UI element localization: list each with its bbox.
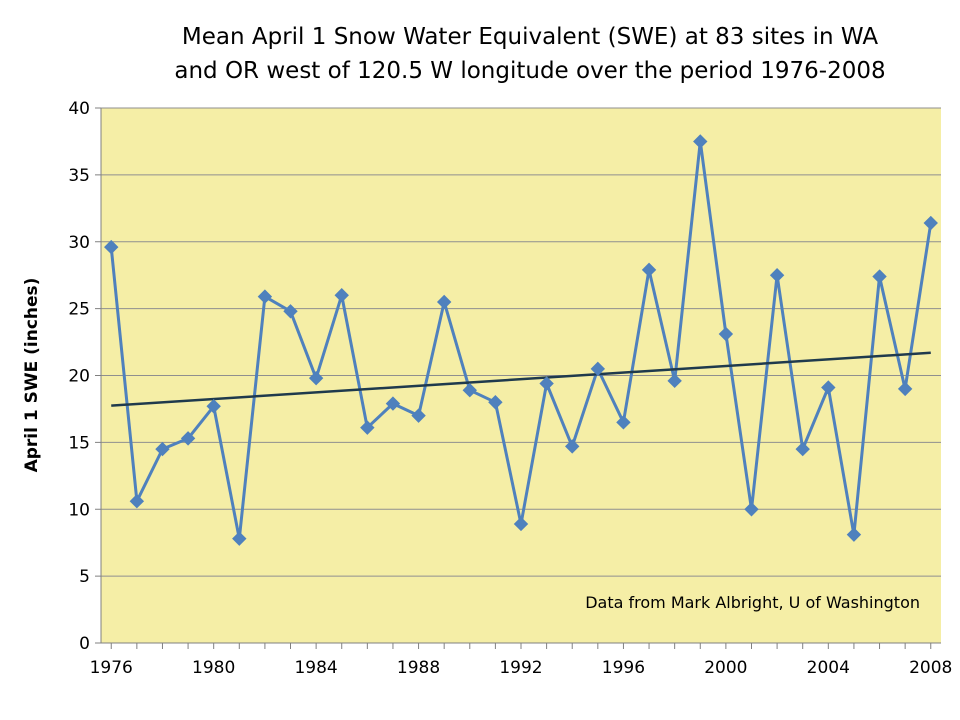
swe-data-point (744, 502, 759, 517)
swe-data-point (257, 289, 273, 304)
y-tick-label: 35 (68, 166, 90, 186)
swe-data-point (385, 396, 401, 411)
swe-data-point (693, 134, 708, 149)
swe-data-point (104, 239, 119, 255)
x-tick-label: 1984 (294, 658, 337, 678)
swe-data-point (513, 516, 529, 532)
swe-data-point (436, 294, 452, 310)
x-tick-label: 1992 (499, 658, 542, 678)
swe-data-point (488, 395, 503, 410)
swe-data-point (616, 415, 631, 430)
swe-data-point (641, 262, 657, 278)
data-source-annotation: Data from Mark Albright, U of Washington (585, 593, 920, 612)
swe-data-point (411, 408, 426, 423)
swe-data-point (180, 431, 196, 446)
y-tick-label: 25 (68, 300, 90, 320)
linear-trend-line (111, 351, 931, 407)
swe-data-point (308, 370, 324, 386)
swe-data-point (155, 441, 170, 457)
axes: 0 5 10 15 20 25 30 35 40 1976 1980 1984 1988 1992 1996… (68, 99, 952, 678)
y-tick-label: 5 (79, 567, 90, 587)
x-tick-label: 1988 (397, 658, 440, 678)
y-tick-label: 40 (68, 99, 90, 119)
swe-data-point (667, 373, 682, 389)
chart-title-line-1: Mean April 1 Snow Water Equivalent (SWE)… (182, 24, 878, 50)
swe-data-point (897, 381, 913, 397)
swe-data-point (232, 531, 247, 546)
y-tick-label: 20 (68, 367, 90, 387)
gridlines (101, 107, 941, 577)
swe-data-point (590, 361, 606, 377)
y-tick-label: 0 (79, 634, 90, 654)
swe-data-point (923, 215, 938, 231)
swe-data-point (821, 380, 836, 395)
y-tick-label: 10 (68, 500, 90, 520)
x-tick-label: 1980 (192, 658, 235, 678)
y-tick-label: 15 (68, 433, 90, 453)
swe-data-point (462, 383, 477, 398)
chart-title-line-2: and OR west of 120.5 W longitude over th… (174, 58, 885, 84)
swe-data-point (718, 326, 734, 342)
x-tick-label: 2008 (909, 658, 952, 678)
swe-data-point (846, 527, 862, 542)
data-series (104, 134, 938, 546)
swe-data-point (539, 376, 554, 391)
x-tick-label: 1996 (602, 658, 645, 678)
x-tick-label: 2000 (704, 658, 747, 678)
swe-data-point (206, 399, 221, 414)
swe-data-point (769, 267, 785, 283)
swe-data-point (872, 269, 887, 284)
y-tick-label: 30 (68, 233, 90, 253)
swe-data-point (360, 420, 375, 435)
x-tick-label: 1976 (90, 658, 133, 678)
y-axis-title: April 1 SWE (inches) (22, 278, 42, 473)
x-tick-label: 2004 (807, 658, 850, 678)
swe-data-point (795, 441, 810, 457)
swe-data-point (129, 494, 145, 509)
swe-data-point (565, 439, 580, 454)
swe-data-point (334, 288, 349, 303)
swe-data-point (283, 304, 298, 319)
